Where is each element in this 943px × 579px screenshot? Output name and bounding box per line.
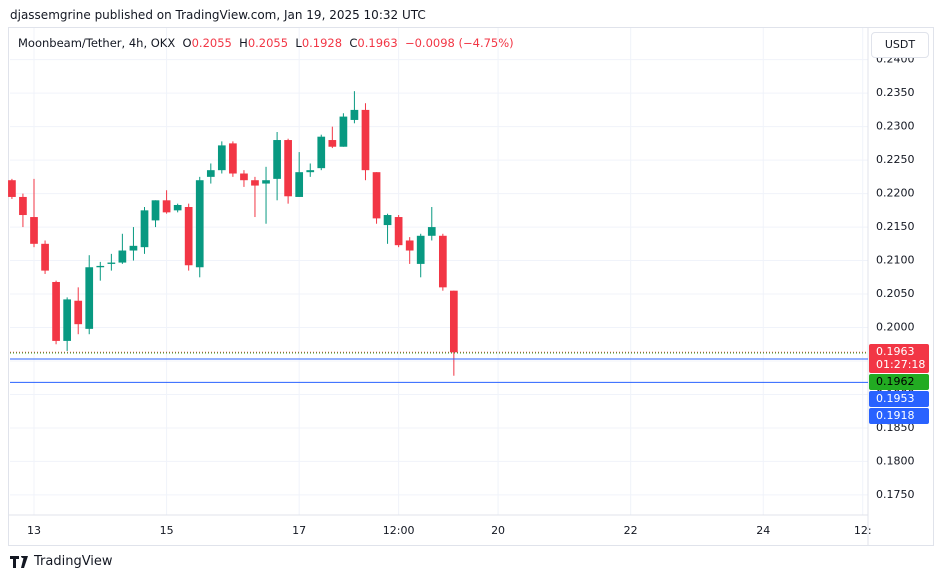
candle-body — [284, 140, 292, 197]
x-tick-label: 13 — [27, 524, 41, 537]
x-tick-label: 17 — [292, 524, 306, 537]
candle-body — [339, 116, 348, 147]
candle-body — [173, 204, 182, 211]
x-tick-label: 15 — [160, 524, 174, 537]
change: −0.0098 (−4.75%) — [404, 36, 514, 50]
brand: TradingView — [34, 554, 113, 569]
l-value: 0.1928 — [301, 36, 343, 50]
price-label: 0.1963 — [876, 345, 915, 358]
x-tick-label: 24 — [756, 524, 770, 537]
candle-body — [416, 235, 425, 264]
publish-info: djassemgrine published on TradingView.co… — [10, 8, 426, 22]
x-tick-label: 22 — [624, 524, 638, 537]
candle-body — [427, 227, 436, 236]
candle-body — [251, 180, 259, 186]
candle-body — [438, 235, 447, 288]
footer: TradingView — [10, 554, 113, 569]
y-tick-label: 0.2300 — [876, 120, 915, 133]
c-label: C — [349, 36, 358, 50]
candle-body — [229, 143, 237, 174]
candle-body — [328, 140, 337, 147]
y-tick-label: 0.2150 — [876, 220, 915, 233]
candle-body — [361, 109, 370, 171]
candle-body — [206, 170, 215, 177]
y-tick-label: 0.2350 — [876, 86, 915, 99]
candle-body — [8, 180, 16, 197]
countdown: 01:27:18 — [876, 358, 925, 371]
price-label-bg — [869, 374, 929, 390]
candle-body — [41, 243, 49, 271]
candle-body — [52, 281, 60, 341]
h-value: 0.2055 — [247, 36, 289, 50]
price-label-bg — [869, 408, 929, 424]
candle-body — [295, 172, 304, 197]
chart-frame — [8, 27, 934, 546]
y-tick-label: 0.2100 — [876, 254, 915, 267]
symbol: Moonbeam/Tether, 4h, OKX — [18, 36, 176, 50]
price-label: 0.1953 — [876, 392, 915, 405]
candle-body — [96, 265, 105, 268]
price-label-bg — [869, 391, 929, 407]
candle-body — [30, 217, 38, 244]
logo — [10, 555, 28, 568]
legend: Moonbeam/Tether, 4h, OKX O0.2055 H0.2055… — [18, 36, 514, 50]
candle-body — [140, 210, 149, 248]
price-label: 0.1962 — [876, 375, 915, 388]
candle-body — [184, 206, 193, 266]
candle-body — [273, 140, 281, 179]
x-tick-label: 12:00 — [383, 524, 415, 537]
candle-body — [372, 172, 381, 219]
price-label-bg — [869, 344, 929, 373]
candle-body — [405, 240, 414, 251]
candle-body — [195, 180, 204, 268]
candle-body — [240, 173, 248, 181]
candle-body — [85, 267, 94, 329]
candle-body — [306, 170, 315, 173]
candle-body — [107, 262, 116, 264]
y-tick-label: 0.1750 — [876, 488, 915, 501]
candle-body — [162, 200, 171, 213]
candle-body — [118, 250, 127, 263]
candle-body — [262, 180, 270, 184]
candle-body — [129, 245, 138, 251]
currency-button[interactable]: USDT — [871, 32, 929, 58]
candle-body — [74, 300, 83, 325]
y-tick-label: 0.2000 — [876, 321, 915, 334]
candle-body — [19, 196, 27, 216]
y-tick-label: 0.1800 — [876, 454, 915, 467]
x-tick-label: 20 — [491, 524, 505, 537]
l-label: L — [295, 36, 302, 50]
candle-body — [383, 215, 392, 226]
price-label: 0.1918 — [876, 409, 915, 422]
h-label: H — [239, 36, 248, 50]
candle-body — [317, 136, 326, 169]
y-tick-label: 0.1850 — [876, 421, 915, 434]
candle-body — [449, 290, 458, 353]
y-tick-label: 0.2050 — [876, 287, 915, 300]
candle-body — [394, 217, 403, 246]
y-tick-label: 0.2200 — [876, 187, 915, 200]
candle-body — [151, 200, 160, 221]
candle-body — [350, 109, 359, 120]
o-label: O — [182, 36, 192, 50]
candle-body — [63, 299, 71, 341]
candle-body — [217, 145, 226, 171]
c-value: 0.1963 — [357, 36, 398, 50]
y-tick-label: 0.2250 — [876, 153, 915, 166]
x-tick-label: 12: — [854, 524, 872, 537]
o-value: 0.2055 — [191, 36, 232, 50]
